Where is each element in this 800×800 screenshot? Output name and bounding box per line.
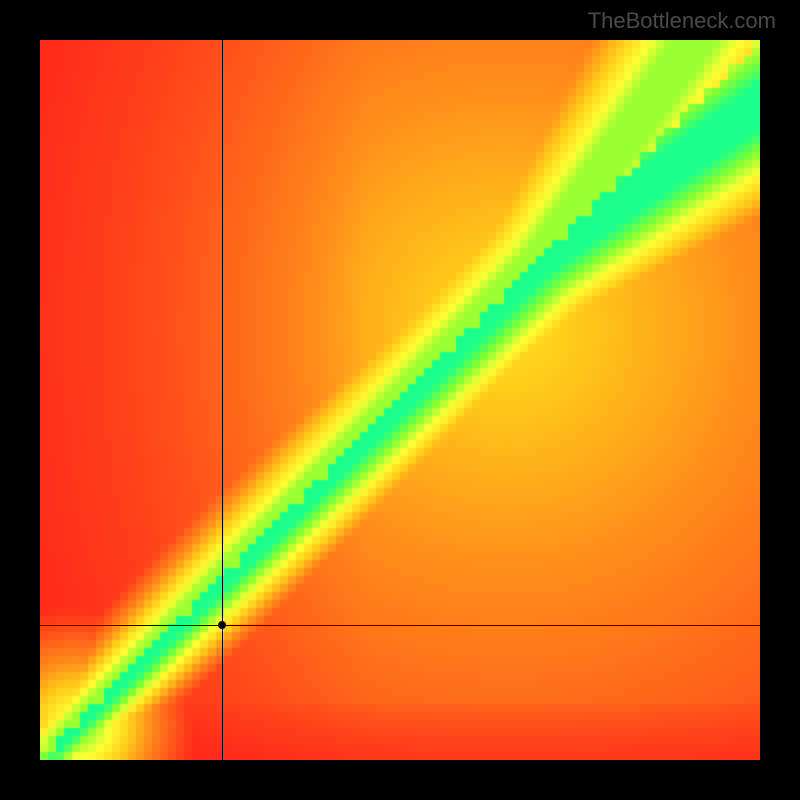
crosshair-horizontal-line	[40, 625, 760, 626]
crosshair-vertical-line	[222, 40, 223, 760]
heatmap-canvas	[40, 40, 760, 760]
watermark-text: TheBottleneck.com	[588, 8, 776, 34]
heatmap-chart	[40, 40, 760, 760]
crosshair-marker-dot	[218, 621, 226, 629]
